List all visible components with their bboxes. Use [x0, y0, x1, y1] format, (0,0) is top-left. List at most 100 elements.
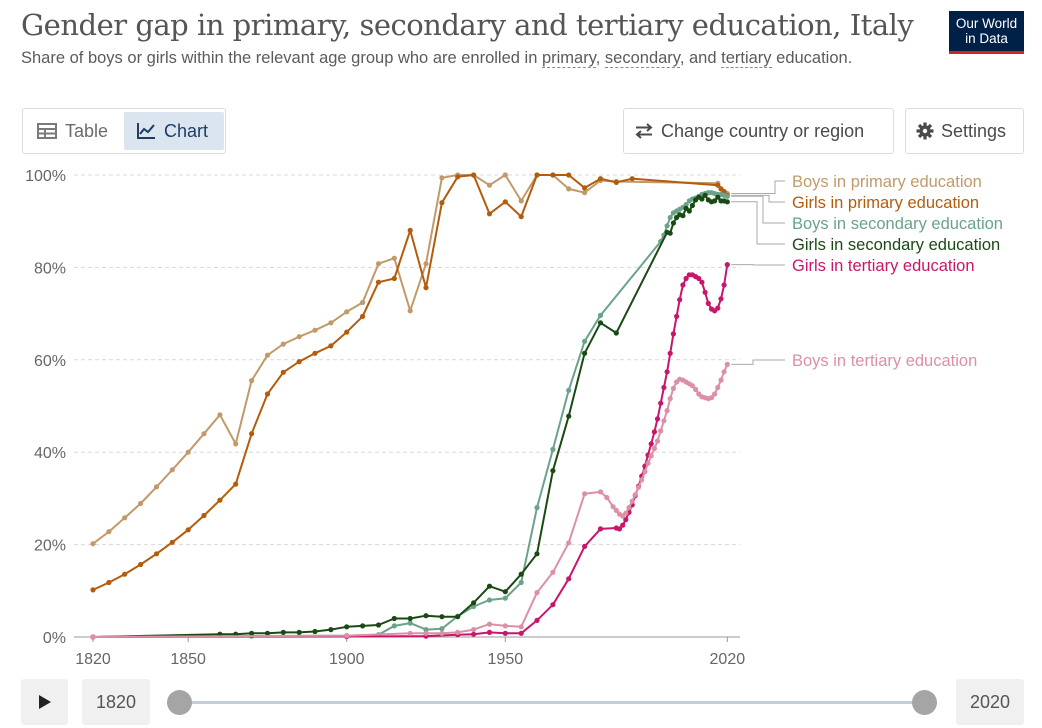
logo-line-2: in Data [965, 31, 1008, 46]
tab-table[interactable]: Table [27, 112, 123, 150]
data-point [518, 630, 524, 636]
x-tick-label: 1900 [329, 651, 365, 668]
data-point [680, 282, 686, 288]
data-point [699, 196, 705, 202]
data-point [610, 504, 616, 510]
data-point [534, 590, 540, 596]
legend-label-boys-primary[interactable]: Boys in primary education [792, 173, 982, 191]
x-axis-ticks: 1820 1850 1900 1950 2020 [75, 637, 745, 668]
data-point [597, 320, 604, 326]
settings-button[interactable]: Settings [905, 108, 1024, 154]
data-point [582, 350, 588, 356]
series-boys-secondary[interactable] [90, 190, 730, 640]
data-point [249, 431, 255, 437]
line-chart: 0%20%40%60%80%100% 1820 1850 1900 1950 2020 … [25, 168, 1003, 668]
data-point [667, 350, 673, 356]
owid-logo[interactable]: Our World in Data [949, 11, 1024, 54]
secondary-link[interactable]: secondary [604, 49, 680, 68]
data-point [344, 309, 350, 315]
data-point [502, 172, 508, 178]
data-point [566, 172, 572, 178]
data-point [502, 595, 508, 601]
data-point [683, 275, 689, 282]
data-point [597, 526, 604, 532]
y-tick-label: 60% [34, 353, 66, 370]
data-point [712, 391, 718, 397]
data-point [391, 255, 397, 261]
data-point [696, 275, 702, 282]
legend-label-girls-tertiary[interactable]: Girls in tertiary education [792, 257, 975, 275]
data-point [122, 515, 128, 521]
legend-label-boys-tertiary[interactable]: Boys in tertiary education [792, 352, 977, 370]
data-point [264, 630, 271, 636]
data-point [280, 629, 286, 635]
data-point [423, 285, 429, 291]
tab-table-label: Table [65, 120, 109, 141]
y-tick-label: 40% [34, 445, 66, 462]
data-point [677, 297, 683, 303]
data-point [613, 507, 619, 513]
data-point [375, 279, 382, 285]
data-point [344, 633, 350, 639]
data-point [597, 489, 604, 495]
primary-link[interactable]: primary [541, 49, 596, 68]
data-point [550, 602, 556, 608]
data-point [639, 477, 645, 483]
data-point [280, 369, 286, 375]
series-line [92, 194, 728, 638]
series-boys-tertiary[interactable] [90, 361, 730, 640]
timeline-end-handle[interactable] [912, 690, 937, 715]
data-point [613, 330, 619, 336]
legend-label-girls-secondary[interactable]: Girls in secondary education [792, 236, 1000, 254]
timeline-end-year[interactable]: 2020 [956, 679, 1024, 725]
data-point [169, 467, 175, 473]
data-point [249, 630, 255, 636]
data-point [648, 441, 654, 447]
data-point [423, 630, 429, 636]
data-point [344, 329, 350, 335]
data-point [280, 341, 286, 347]
play-button[interactable] [21, 679, 68, 725]
data-point [715, 305, 721, 311]
change-country-button[interactable]: Change country or region [623, 108, 894, 154]
data-point [455, 174, 461, 180]
chart-title: Gender gap in primary, secondary and ter… [21, 8, 914, 42]
data-point [566, 387, 572, 393]
data-point [312, 327, 318, 333]
legend-label-girls-primary[interactable]: Girls in primary education [792, 194, 979, 212]
timeline-start-handle[interactable] [167, 690, 192, 715]
data-point [683, 202, 689, 208]
timeline-start-year[interactable]: 1820 [82, 679, 150, 725]
data-point [471, 631, 477, 637]
data-point [328, 320, 334, 326]
data-point [360, 623, 366, 629]
data-point [597, 312, 604, 318]
data-point [721, 369, 727, 375]
data-point [153, 484, 160, 490]
data-point [651, 429, 658, 435]
data-point [90, 634, 96, 640]
data-point [670, 385, 677, 391]
data-point [439, 630, 445, 636]
legend-label-boys-secondary[interactable]: Boys in secondary education [792, 215, 1003, 233]
data-point [534, 172, 540, 178]
y-tick-label: 100% [25, 168, 66, 185]
timeline-track[interactable] [180, 701, 926, 704]
data-point [486, 182, 493, 188]
data-point [712, 198, 718, 204]
series-girls-primary[interactable] [90, 172, 730, 593]
tab-chart[interactable]: Chart [124, 112, 224, 150]
data-point [169, 539, 175, 545]
data-point [502, 199, 508, 205]
data-point [642, 469, 648, 475]
data-point [407, 615, 413, 622]
data-point [153, 551, 160, 557]
data-point [296, 359, 302, 365]
series-girls-secondary[interactable] [90, 192, 730, 640]
data-point [90, 587, 96, 593]
settings-label: Settings [941, 120, 1007, 141]
data-point [264, 352, 271, 358]
data-point [201, 431, 207, 437]
tertiary-link[interactable]: tertiary [721, 49, 772, 68]
data-point [724, 262, 730, 268]
